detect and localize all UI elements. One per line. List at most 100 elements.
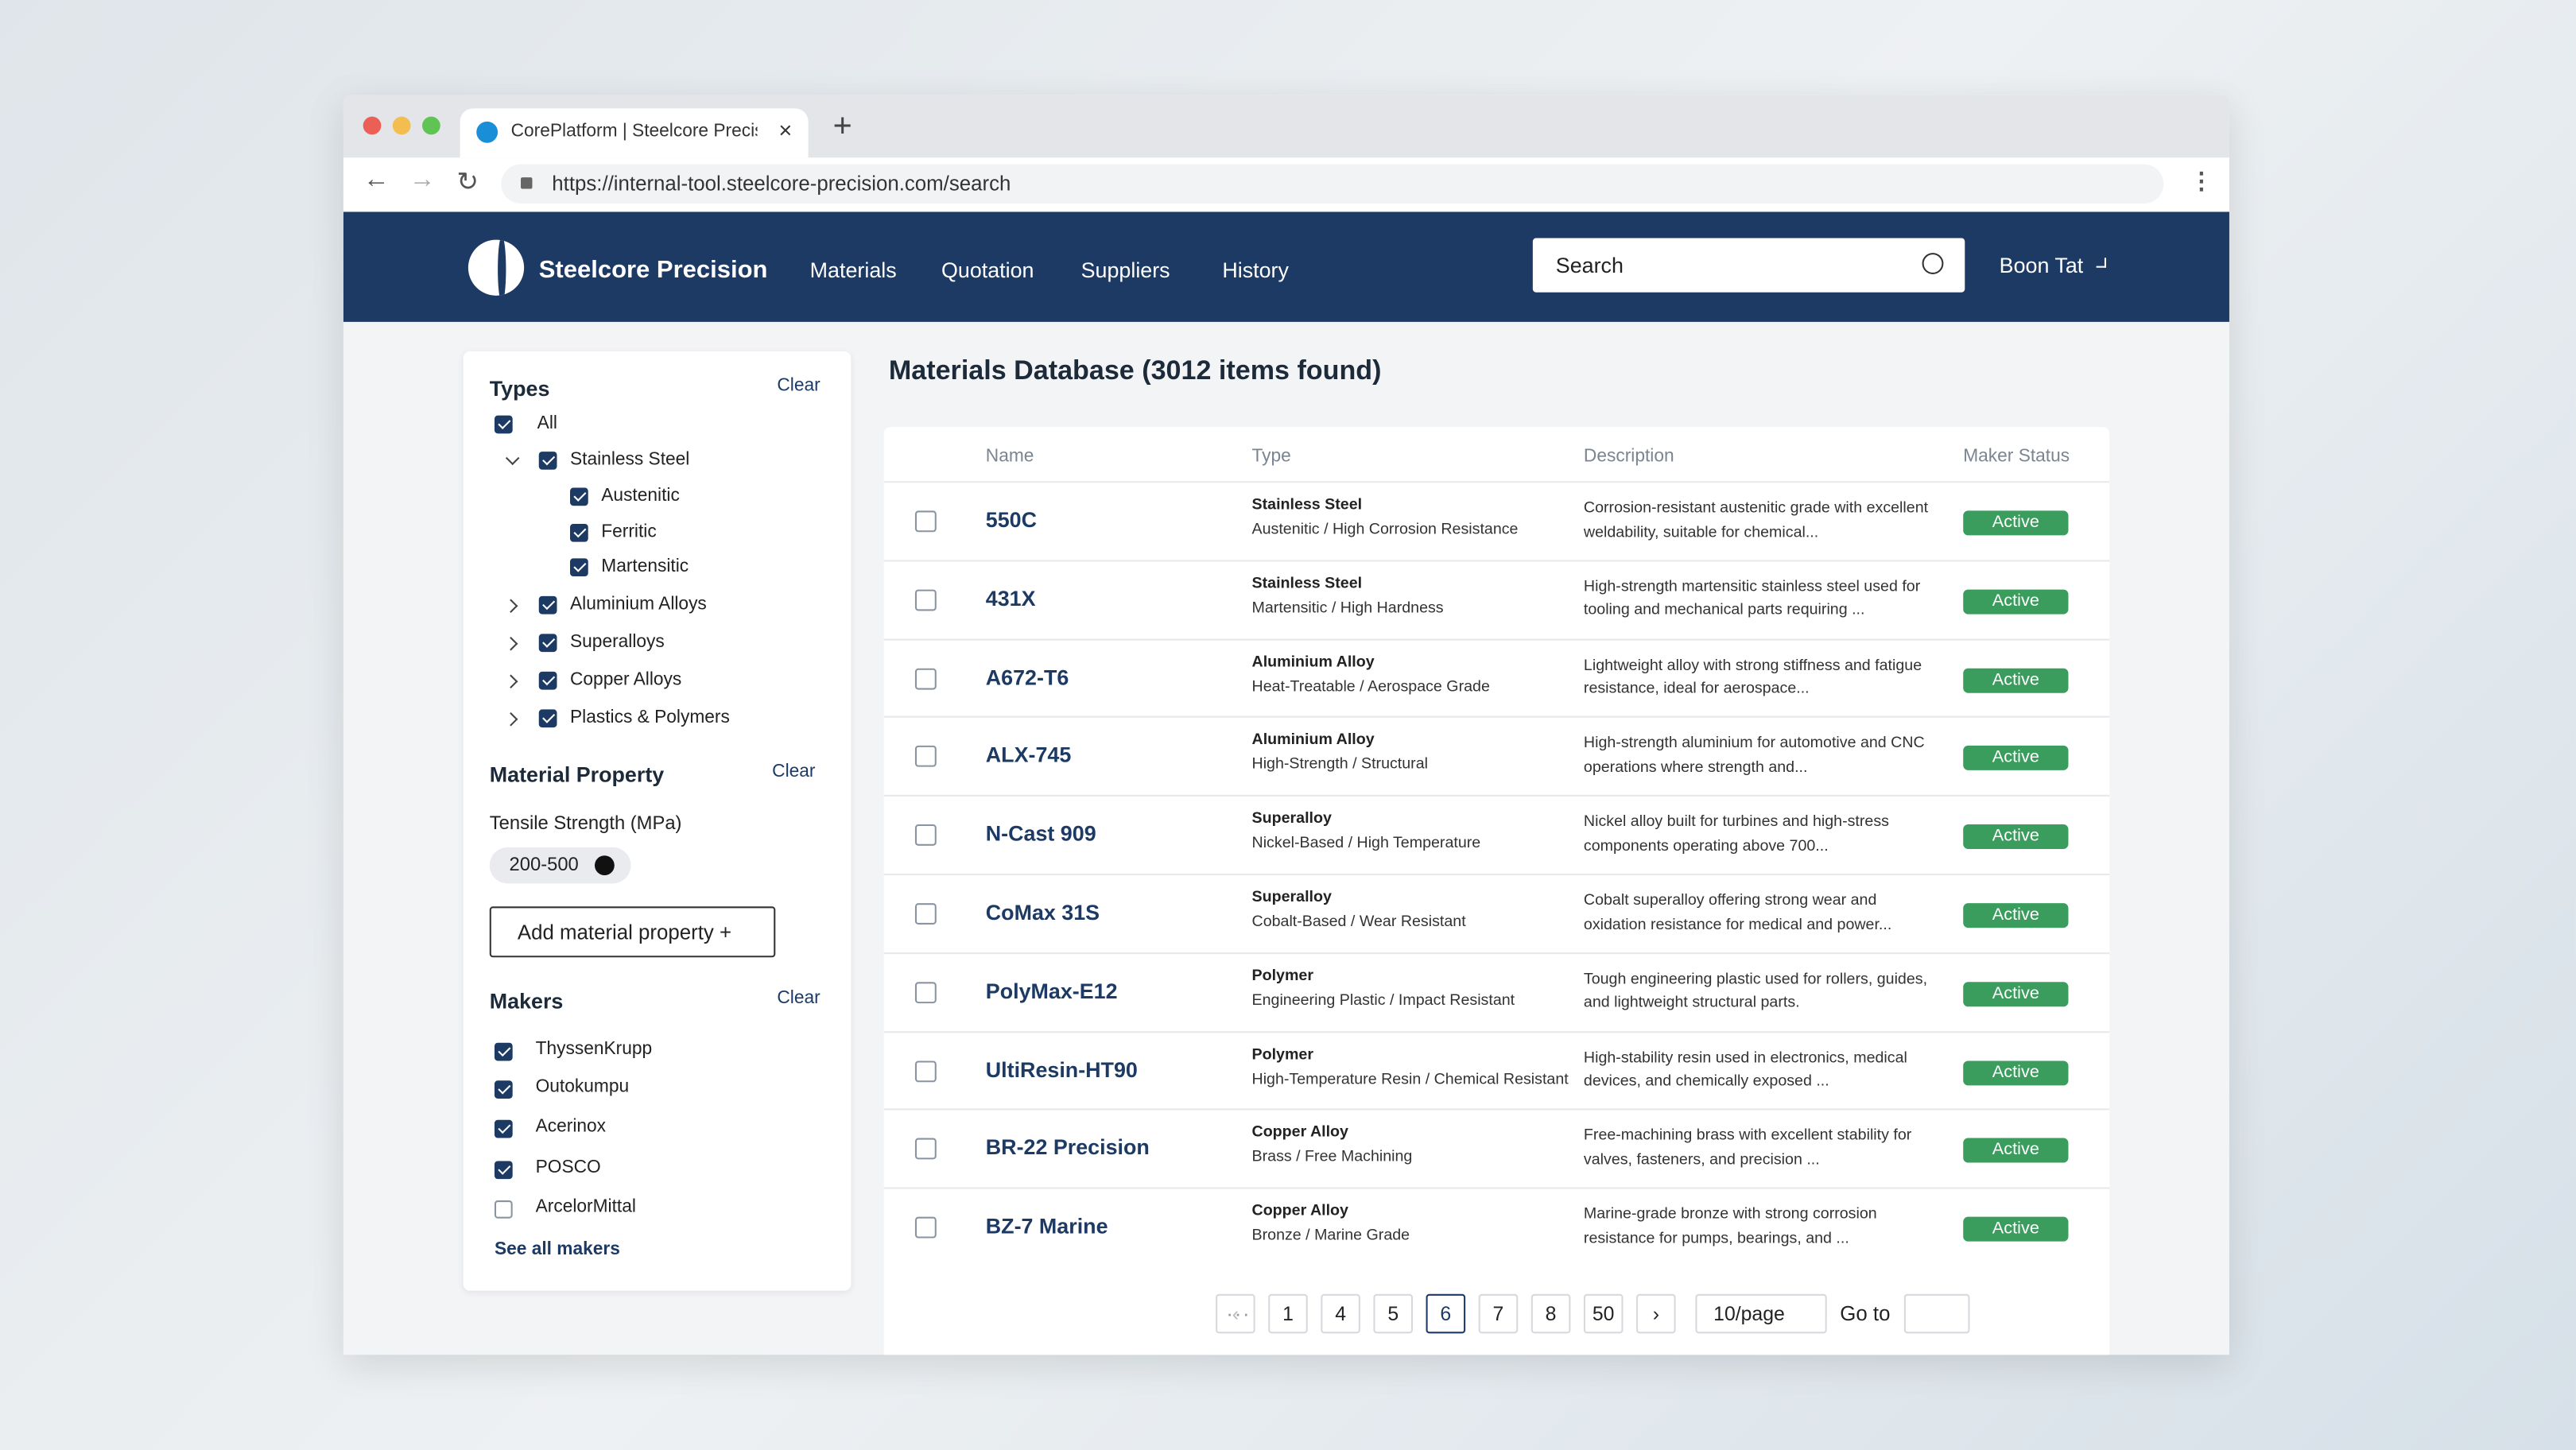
reload[interactable]: ↻ xyxy=(456,169,479,197)
checkbox[interactable] xyxy=(570,558,588,577)
material-name[interactable]: A672-T6 xyxy=(985,664,1069,689)
row-checkbox[interactable] xyxy=(914,1060,937,1082)
material-description: Corrosion-resistant austenitic grade wit… xyxy=(1583,498,1929,541)
material-name[interactable]: BZ-7 Marine xyxy=(985,1213,1108,1239)
nav-link[interactable]: Materials xyxy=(809,258,897,283)
min-dot[interactable] xyxy=(392,116,411,135)
page-button[interactable]: 5 xyxy=(1373,1293,1414,1334)
material-name[interactable]: UltiResin-HT90 xyxy=(985,1056,1138,1082)
checkbox[interactable] xyxy=(494,1200,513,1219)
forward[interactable]: → xyxy=(409,165,436,194)
page-button[interactable]: 7 xyxy=(1478,1293,1519,1334)
row-checkbox[interactable] xyxy=(914,903,937,925)
see-all-link[interactable]: See all makers xyxy=(494,1239,620,1260)
section-title: Makers xyxy=(489,988,564,1014)
maker-label: POSCO xyxy=(535,1157,601,1178)
checkbox[interactable] xyxy=(494,1161,513,1180)
search-icon[interactable] xyxy=(1922,253,1944,274)
tab-close[interactable]: × xyxy=(778,116,793,143)
checkbox[interactable] xyxy=(494,415,513,434)
page-button[interactable]: 50 xyxy=(1583,1293,1624,1334)
page-button[interactable]: 6 xyxy=(1426,1293,1466,1334)
page-size-select[interactable]: 10/page xyxy=(1695,1293,1827,1334)
checkbox[interactable] xyxy=(494,1080,513,1099)
goto-input[interactable] xyxy=(1903,1293,1969,1334)
material-name[interactable]: N-Cast 909 xyxy=(985,821,1096,847)
filter-chip[interactable]: 200-500 xyxy=(489,847,631,884)
tab[interactable]: CorePlatform | Steelcore Precis × xyxy=(460,108,809,158)
filter-panel: Types Clear All Stainless Steel Austenitic Fe… xyxy=(463,351,852,1291)
expand-toggle[interactable] xyxy=(503,674,518,689)
checkbox[interactable] xyxy=(494,1042,513,1061)
page-ellipsis: ··· xyxy=(1226,1302,1251,1326)
material-type: Copper Alloy xyxy=(1251,1202,1348,1221)
clear-link[interactable]: Clear xyxy=(772,762,816,782)
material-subtype: Nickel-Based / High Temperature xyxy=(1251,834,1481,853)
column-header: Description xyxy=(1583,446,1674,467)
checkbox[interactable] xyxy=(538,671,557,690)
material-description: High-stability resin used in electronics… xyxy=(1583,1049,1907,1091)
material-name[interactable]: BR-22 Precision xyxy=(985,1135,1150,1161)
chip-remove[interactable] xyxy=(595,855,615,876)
expand-toggle[interactable] xyxy=(503,599,518,614)
nav-link[interactable]: Quotation xyxy=(941,258,1034,283)
status-badge: Active xyxy=(1963,1138,2069,1164)
maker-label: Outokumpu xyxy=(535,1077,630,1097)
maker-label: ArcelorMittal xyxy=(535,1196,636,1217)
clear-link[interactable]: Clear xyxy=(777,988,821,1009)
page-button[interactable]: 8 xyxy=(1530,1293,1571,1334)
menu[interactable]: ⋮ xyxy=(2190,167,2213,194)
brand[interactable]: Steelcore Precision xyxy=(538,256,768,285)
add-property-button[interactable]: Add material property + xyxy=(489,906,776,958)
search-box[interactable]: Search xyxy=(1532,238,1965,293)
material-name[interactable]: ALX-745 xyxy=(985,742,1072,768)
expand-toggle[interactable] xyxy=(503,636,518,651)
table-row: UltiResin-HT90 Polymer High-Temperature Re… xyxy=(883,1030,2110,1111)
nav-link[interactable]: Suppliers xyxy=(1080,258,1170,283)
row-checkbox[interactable] xyxy=(914,1138,937,1161)
material-type: Superalloy xyxy=(1251,809,1332,828)
page-button[interactable]: 4 xyxy=(1321,1293,1360,1334)
checkbox[interactable] xyxy=(570,523,588,542)
column-header: Type xyxy=(1251,446,1291,467)
checkbox[interactable] xyxy=(494,1119,513,1138)
table-row: PolyMax-E12 Polymer Engineering Plastic / … xyxy=(883,952,2110,1033)
row-checkbox[interactable] xyxy=(914,667,937,689)
material-name[interactable]: 550C xyxy=(985,507,1037,533)
row-checkbox[interactable] xyxy=(914,746,937,768)
page-button[interactable]: 1 xyxy=(1268,1293,1308,1334)
nav-link[interactable]: History xyxy=(1222,258,1289,283)
back[interactable]: ← xyxy=(363,165,390,194)
material-description: Nickel alloy built for turbines and high… xyxy=(1583,812,1889,855)
row-checkbox[interactable] xyxy=(914,1217,937,1239)
clear-link[interactable]: Clear xyxy=(777,376,821,396)
new-tab[interactable]: + xyxy=(832,108,852,145)
checkbox[interactable] xyxy=(538,595,557,615)
material-description: High-strength aluminium for automotive a… xyxy=(1583,735,1925,777)
checkbox[interactable] xyxy=(538,452,557,470)
row-checkbox[interactable] xyxy=(914,589,937,611)
collapse-toggle[interactable] xyxy=(505,451,520,466)
material-name[interactable]: PolyMax-E12 xyxy=(985,978,1118,1003)
close-dot[interactable] xyxy=(363,116,382,135)
checkbox[interactable] xyxy=(570,487,588,506)
user-menu[interactable]: Boon Tat xyxy=(1999,253,2084,278)
prev-page[interactable]: ‹ xyxy=(1216,1293,1255,1334)
status-badge: Active xyxy=(1963,903,2069,929)
url-bar[interactable]: https://internal-tool.steelcore-precisio… xyxy=(501,164,2164,204)
checkbox[interactable] xyxy=(538,709,557,728)
expand-toggle[interactable] xyxy=(503,712,518,727)
material-name[interactable]: 431X xyxy=(985,586,1036,611)
max-dot[interactable] xyxy=(422,116,440,135)
status-badge: Active xyxy=(1963,1217,2069,1243)
material-name[interactable]: CoMax 31S xyxy=(985,900,1100,925)
row-checkbox[interactable] xyxy=(914,981,937,1003)
checkbox[interactable] xyxy=(538,634,557,653)
row-checkbox[interactable] xyxy=(914,824,937,847)
nav-bar: Steelcore Precision Search Boon Tat Mate… xyxy=(343,211,2229,322)
material-subtype: High-Temperature Resin / Chemical Resist… xyxy=(1251,1069,1569,1088)
row-checkbox[interactable] xyxy=(914,510,937,533)
material-type: Polymer xyxy=(1251,1045,1314,1064)
next-page[interactable]: › xyxy=(1636,1293,1676,1334)
